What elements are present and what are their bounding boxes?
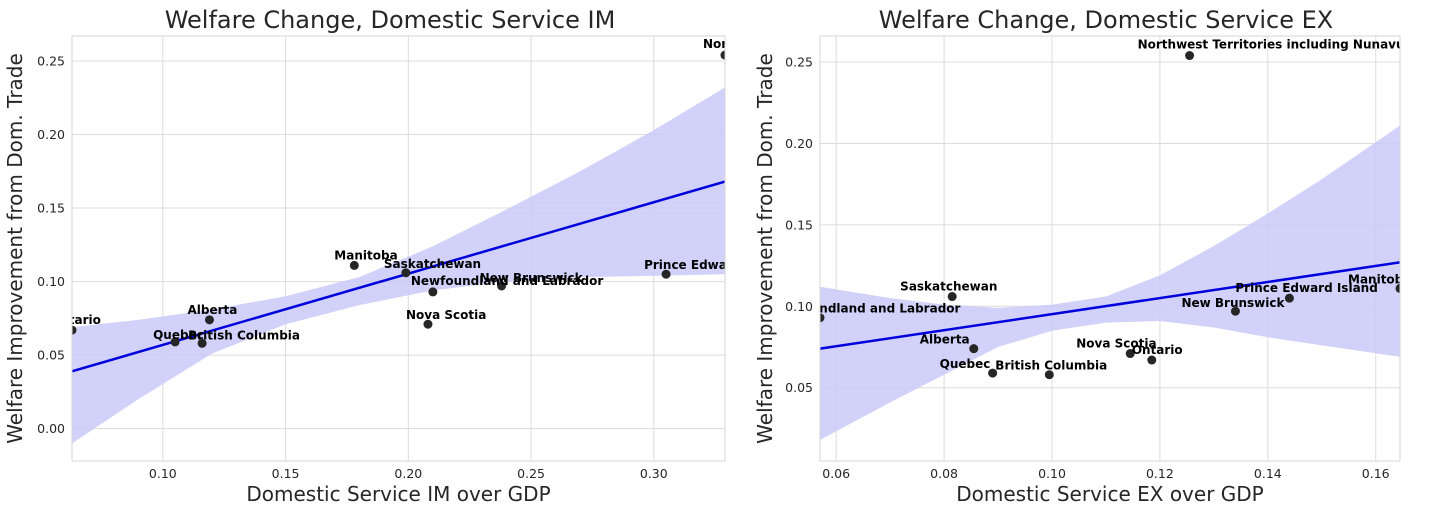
point-label-ontario: Ontario bbox=[1132, 343, 1183, 357]
point-northwest-territories-including-nunavut bbox=[720, 50, 725, 60]
point-prince-edward-island bbox=[1284, 293, 1294, 303]
point-quebec bbox=[988, 368, 998, 378]
point-ontario bbox=[1147, 355, 1157, 365]
point-british-columbia bbox=[1044, 370, 1054, 380]
point-label-british-columbia: British Columbia bbox=[188, 328, 300, 342]
x-tick-label-0: 0.06 bbox=[822, 466, 850, 481]
point-label-prince-edward-island: Prince Edward Island bbox=[644, 258, 786, 272]
x-tick-label-4: 0.30 bbox=[640, 466, 668, 481]
y-tick-label-0: 0.00 bbox=[37, 421, 65, 436]
point-label-northwest-territories-including-nunavut: Northwest Territories including Nunavut bbox=[1138, 38, 1411, 52]
chart-domestic-service-ex: Newfoundland and Labrador Saskatchewan Alb… bbox=[753, 6, 1411, 506]
point-label-newfoundland-and-labrador: Newfoundland and Labrador bbox=[768, 302, 961, 316]
point-label-ontario: Ontario bbox=[50, 313, 101, 327]
point-new-brunswick bbox=[1230, 306, 1240, 316]
point-alberta bbox=[204, 315, 214, 325]
y-tick-label-2: 0.10 bbox=[37, 274, 65, 289]
point-label-quebec: Quebec bbox=[940, 357, 991, 371]
point-new-brunswick bbox=[497, 281, 507, 291]
point-label-quebec: Quebec bbox=[153, 328, 204, 342]
point-manitoba bbox=[349, 260, 359, 270]
plot-frame bbox=[71, 35, 726, 462]
point-manitoba bbox=[1395, 283, 1400, 293]
point-label-saskatchewan: Saskatchewan bbox=[900, 280, 997, 294]
x-axis-label: Domestic Service IM over GDP bbox=[246, 482, 550, 506]
y-tick-label-4: 0.25 bbox=[785, 55, 813, 70]
y-axis-label: Welfare Improvement from Dom. Trade bbox=[753, 53, 777, 444]
regression-line bbox=[820, 261, 1400, 350]
point-label-nova-scotia: Nova Scotia bbox=[1076, 337, 1156, 351]
chart-title: Welfare Change, Domestic Service IM bbox=[165, 6, 616, 34]
plot-frame bbox=[819, 35, 1401, 462]
x-tick-label-1: 0.15 bbox=[272, 466, 300, 481]
point-ontario bbox=[72, 325, 77, 335]
point-label-newfoundland-and-labrador: Newfoundland and Labrador bbox=[411, 274, 604, 288]
plot-area bbox=[72, 50, 725, 444]
point-saskatchewan bbox=[947, 292, 957, 302]
point-newfoundland-and-labrador bbox=[428, 287, 438, 297]
point-newfoundland-and-labrador bbox=[820, 313, 825, 323]
y-tick-label-3: 0.15 bbox=[37, 201, 65, 216]
point-quebec bbox=[170, 337, 180, 347]
point-label-northwest-territories-including-nunavut: Northwest Territories including Nunavut bbox=[703, 37, 976, 51]
x-tick-label-4: 0.14 bbox=[1254, 466, 1282, 481]
x-tick-label-3: 0.25 bbox=[517, 466, 545, 481]
point-british-columbia bbox=[197, 338, 207, 348]
x-tick-label-5: 0.16 bbox=[1362, 466, 1390, 481]
point-label-british-columbia: British Columbia bbox=[995, 359, 1107, 373]
x-tick-label-2: 0.20 bbox=[394, 466, 422, 481]
x-tick-label-2: 0.10 bbox=[1038, 466, 1066, 481]
point-label-manitoba: Manitoba bbox=[1348, 272, 1411, 286]
point-label-manitoba: Manitoba bbox=[334, 248, 397, 262]
point-label-alberta: Alberta bbox=[920, 333, 970, 347]
point-alberta bbox=[969, 344, 979, 354]
x-tick-label-3: 0.12 bbox=[1146, 466, 1174, 481]
y-tick-label-1: 0.05 bbox=[37, 348, 65, 363]
x-tick-label-1: 0.08 bbox=[930, 466, 958, 481]
point-label-new-brunswick: New Brunswick bbox=[480, 271, 584, 285]
y-tick-label-5: 0.25 bbox=[37, 54, 65, 69]
chart-title: Welfare Change, Domestic Service EX bbox=[879, 6, 1333, 34]
y-tick-label-1: 0.10 bbox=[785, 299, 813, 314]
regression-line bbox=[72, 180, 725, 373]
point-saskatchewan bbox=[401, 268, 411, 278]
point-prince-edward-island bbox=[661, 269, 671, 279]
confidence-band bbox=[72, 87, 725, 444]
point-nova-scotia bbox=[1125, 349, 1135, 359]
x-tick-label-0: 0.10 bbox=[149, 466, 177, 481]
point-label-prince-edward-island: Prince Edward Island bbox=[1235, 281, 1377, 295]
point-label-new-brunswick: New Brunswick bbox=[1181, 296, 1285, 310]
point-nova-scotia bbox=[423, 319, 433, 329]
point-label-alberta: Alberta bbox=[187, 303, 237, 317]
plot-area bbox=[820, 51, 1400, 440]
x-axis-label: Domestic Service EX over GDP bbox=[956, 482, 1263, 506]
confidence-band bbox=[820, 125, 1400, 440]
y-tick-label-0: 0.05 bbox=[785, 380, 813, 395]
point-northwest-territories-including-nunavut bbox=[1185, 51, 1195, 61]
y-axis-label: Welfare Improvement from Dom. Trade bbox=[3, 53, 27, 444]
y-tick-label-2: 0.15 bbox=[785, 217, 813, 232]
y-tick-label-3: 0.20 bbox=[785, 136, 813, 151]
point-labels: Newfoundland and Labrador Saskatchewan Alb… bbox=[768, 38, 1411, 373]
point-label-saskatchewan: Saskatchewan bbox=[384, 257, 481, 271]
y-tick-label-4: 0.20 bbox=[37, 127, 65, 142]
point-label-nova-scotia: Nova Scotia bbox=[406, 308, 486, 322]
